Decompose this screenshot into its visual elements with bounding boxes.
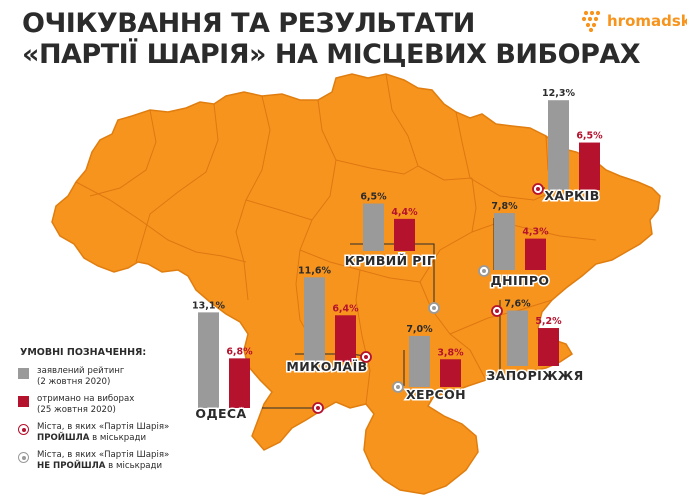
- city-3-declared-bar: [304, 277, 325, 362]
- city-2-label: ДНІПРО: [491, 273, 550, 288]
- legend-item-declared: заявлений рейтинг (2 жовтня 2020): [18, 366, 198, 387]
- legend-received-line1: отримано на виборах: [37, 394, 135, 404]
- legend-passed-line1: Міста, в яких «Партія Шарія»: [37, 422, 170, 432]
- city-6-declared-bar: [198, 312, 219, 408]
- city-0-marker-dot: [536, 187, 540, 191]
- city-4-received-value: 5,2%: [535, 316, 562, 327]
- city-4-label: ЗАПОРІЖЖЯ: [486, 368, 583, 383]
- title-line-2: «ПАРТІЇ ШАРІЯ» НА МІСЦЕВИХ ВИБОРАХ: [22, 39, 641, 70]
- city-1-declared-bar: [363, 203, 384, 251]
- city-5-received-bar: [440, 359, 461, 387]
- city-2-declared-bar: [494, 213, 515, 270]
- city-6-declared-value: 13,1%: [192, 300, 225, 311]
- city-0-declared-bar: [548, 100, 569, 190]
- city-3-declared-value: 11,6%: [298, 265, 331, 276]
- city-4-declared-value: 7,6%: [504, 299, 531, 310]
- city-1-label: КРИВИЙ РІГ: [345, 253, 435, 268]
- city-2-declared-value: 7,8%: [491, 201, 518, 212]
- legend-declared-line2: (2 жовтня 2020): [37, 376, 111, 387]
- title-line-1: ОЧІКУВАННЯ ТА РЕЗУЛЬТАТИ: [22, 8, 475, 39]
- city-1-received-value: 4,4%: [391, 207, 418, 218]
- logo-text: hromadske: [607, 12, 687, 30]
- city-1-declared-value: 6,5%: [360, 192, 387, 203]
- legend-received-line2: (25 жовтня 2020): [37, 404, 116, 415]
- city-5-declared-value: 7,0%: [406, 324, 433, 335]
- legend: УМОВНІ ПОЗНАЧЕННЯ: заявлений рейтинг (2 …: [18, 347, 198, 478]
- city-4-marker-dot: [495, 309, 499, 313]
- city-0-label: ХАРКІВ: [544, 188, 599, 203]
- grey-circle-marker-icon: [18, 452, 29, 463]
- legend-passed-strong: ПРОЙШЛА: [37, 432, 90, 443]
- city-5-declared-bar: [409, 335, 430, 387]
- city-1-marker-dot: [432, 306, 436, 310]
- hromadske-logo: hromadske: [581, 10, 687, 32]
- legend-not-passed-rest: в міськради: [105, 460, 163, 471]
- city-0-declared-value: 12,3%: [542, 88, 575, 99]
- hromadske-dots-icon: [581, 10, 601, 32]
- title-block: ОЧІКУВАННЯ ТА РЕЗУЛЬТАТИ «ПАРТІЇ ШАРІЯ» …: [22, 8, 641, 70]
- city-2-received-value: 4,3%: [522, 227, 549, 238]
- grey-swatch-icon: [18, 368, 29, 379]
- city-3-received-value: 6,4%: [332, 303, 359, 314]
- bars-layer: 12,3% 6,5% 6,5% 4,4% 7,8% 4,3% 11,6% 6,4% 7,6% 5,…: [192, 88, 603, 408]
- city-3-marker-dot: [364, 355, 368, 359]
- city-6-marker-dot: [316, 406, 320, 410]
- ukraine-map: [51, 73, 661, 495]
- city-5-received-value: 3,8%: [437, 347, 464, 358]
- legend-not-passed-line1: Міста, в яких «Партія Шарія»: [37, 450, 170, 460]
- city-2-received-bar: [525, 238, 546, 270]
- city-0-received-value: 6,5%: [576, 131, 603, 142]
- legend-declared-line1: заявлений рейтинг: [37, 366, 125, 376]
- city-1-received-bar: [394, 218, 415, 251]
- city-4-received-bar: [538, 328, 559, 366]
- city-5-marker-dot: [396, 385, 400, 389]
- legend-not-passed-strong: НЕ ПРОЙШЛА: [37, 460, 106, 471]
- red-circle-marker-icon: [18, 424, 29, 435]
- city-6-received-value: 6,8%: [226, 346, 253, 357]
- legend-item-received: отримано на виборах (25 жовтня 2020): [18, 394, 198, 415]
- legend-item-passed: Міста, в яких «Партія Шарія» ПРОЙШЛА в м…: [18, 422, 198, 443]
- legend-item-not-passed: Міста, в яких «Партія Шарія» НЕ ПРОЙШЛА …: [18, 450, 198, 471]
- city-5-label: ХЕРСОН: [406, 387, 466, 402]
- city-3-label: МИКОЛАЇВ: [286, 359, 367, 374]
- city-6-label: ОДЕСА: [195, 406, 246, 421]
- city-4-declared-bar: [507, 310, 528, 366]
- legend-heading: УМОВНІ ПОЗНАЧЕННЯ:: [20, 347, 147, 358]
- city-markers-layer: [312, 183, 544, 414]
- city-3-received-bar: [335, 315, 356, 362]
- city-6-received-bar: [229, 358, 250, 408]
- legend-passed-rest: в міськради: [89, 432, 147, 443]
- city-labels-layer: ХАРКІВ КРИВИЙ РІГ ДНІПРО МИКОЛАЇВ ЗАПОРІЖЖЯ Х…: [194, 187, 601, 423]
- city-2-marker-dot: [482, 269, 486, 273]
- red-swatch-icon: [18, 396, 29, 407]
- city-0-received-bar: [579, 142, 600, 190]
